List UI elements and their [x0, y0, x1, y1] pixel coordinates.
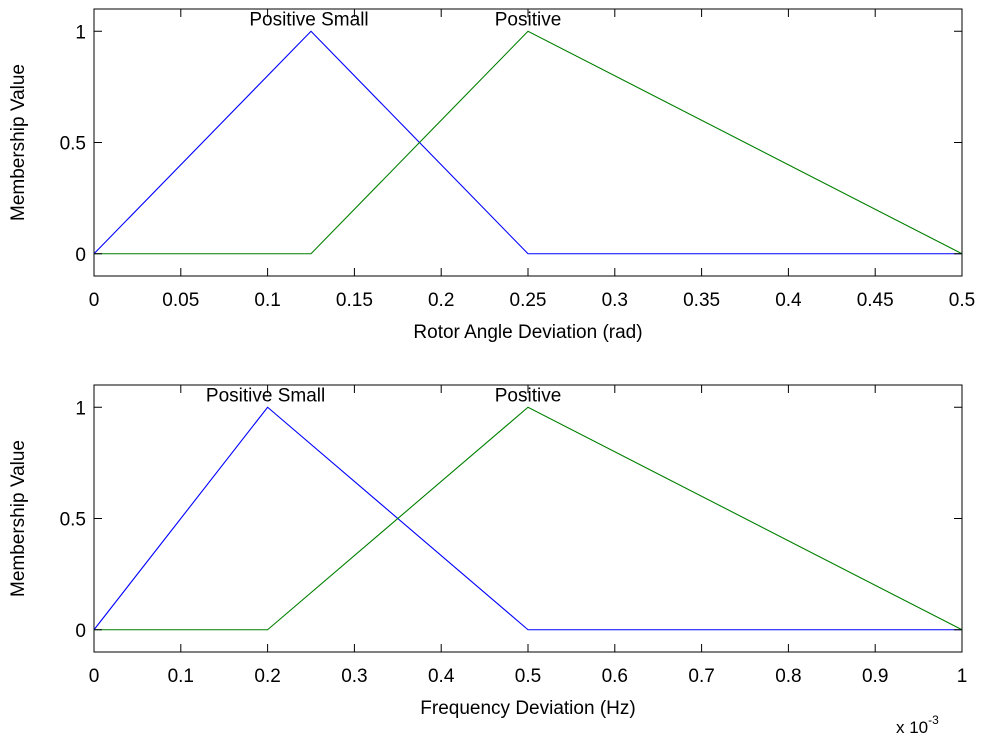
frequency-y-tick-label: 0.5 — [60, 510, 86, 531]
rotor-angle-x-tick-label: 0.15 — [336, 290, 373, 311]
rotor-angle-x-tick-label: 0 — [89, 290, 100, 311]
frequency-x-tick-label: 0.4 — [428, 666, 455, 687]
rotor-angle-x-tick-label: 0.25 — [510, 290, 547, 311]
frequency-y-axis-title: Membership Value — [8, 440, 29, 597]
frequency-series-label-positive-small: Positive Small — [206, 385, 325, 406]
rotor-angle-x-tick-label: 0.3 — [602, 290, 628, 311]
rotor-angle-series-positive-line — [94, 30, 963, 255]
frequency-x-tick-label: 0.8 — [775, 666, 801, 687]
rotor-angle-x-axis-title: Rotor Angle Deviation (rad) — [413, 322, 642, 343]
rotor-angle-x-tick-label: 0.1 — [254, 290, 280, 311]
frequency-series-label-positive: Positive — [495, 385, 562, 406]
frequency-x-exponent-multiplier: x 10-3 — [896, 713, 939, 733]
frequency-x-tick-label: 0.1 — [168, 666, 194, 687]
frequency-x-exponent-base: x 10 — [896, 718, 928, 733]
rotor-angle-x-tick-label: 0.5 — [949, 290, 975, 311]
rotor-angle-series-label-positive-small: Positive Small — [249, 9, 368, 30]
frequency-x-tick-label: 0.6 — [602, 666, 628, 687]
frequency-axes-frame — [93, 384, 963, 653]
rotor-angle-x-tick-label: 0.2 — [428, 290, 454, 311]
rotor-angle-series-label-positive: Positive — [495, 9, 562, 30]
frequency-x-tick-label: 0.7 — [688, 666, 714, 687]
rotor-angle-y-tick-label: 1 — [75, 22, 86, 43]
rotor-angle-x-tick-label: 0.4 — [775, 290, 802, 311]
frequency-x-tick-label: 1 — [957, 666, 968, 687]
frequency-x-axis-title: Frequency Deviation (Hz) — [420, 698, 635, 719]
frequency-y-tick-label: 0 — [75, 621, 86, 642]
frequency-x-tick-label: 0.2 — [254, 666, 280, 687]
rotor-angle-x-tick-label: 0.05 — [162, 290, 199, 311]
frequency-y-tick-label: 1 — [75, 398, 86, 419]
frequency-x-tick-label: 0.5 — [515, 666, 541, 687]
frequency-x-tick-label: 0.3 — [341, 666, 367, 687]
frequency-chart: 0 0.1 0.2 0.3 0.4 0.5 0.6 0.7 0.8 0.9 1 0 0.5 1 Freque… — [8, 384, 968, 733]
rotor-angle-x-tick-label: 0.35 — [683, 290, 720, 311]
rotor-angle-axes-frame — [93, 8, 963, 277]
rotor-angle-y-tick-label: 0 — [75, 245, 86, 266]
frequency-x-tick-label: 0 — [89, 666, 100, 687]
frequency-x-tick-label: 0.9 — [862, 666, 888, 687]
rotor-angle-x-tick-label: 0.45 — [857, 290, 894, 311]
rotor-angle-y-axis-title: Membership Value — [8, 64, 29, 221]
rotor-angle-chart: 0 0.05 0.1 0.15 0.2 0.25 0.3 0.35 0.4 0.45 0.5 0 0.5… — [8, 8, 975, 343]
rotor-angle-y-tick-label: 0.5 — [60, 134, 86, 155]
frequency-series-positive-line — [94, 406, 963, 631]
frequency-x-exponent-power: -3 — [928, 713, 939, 727]
